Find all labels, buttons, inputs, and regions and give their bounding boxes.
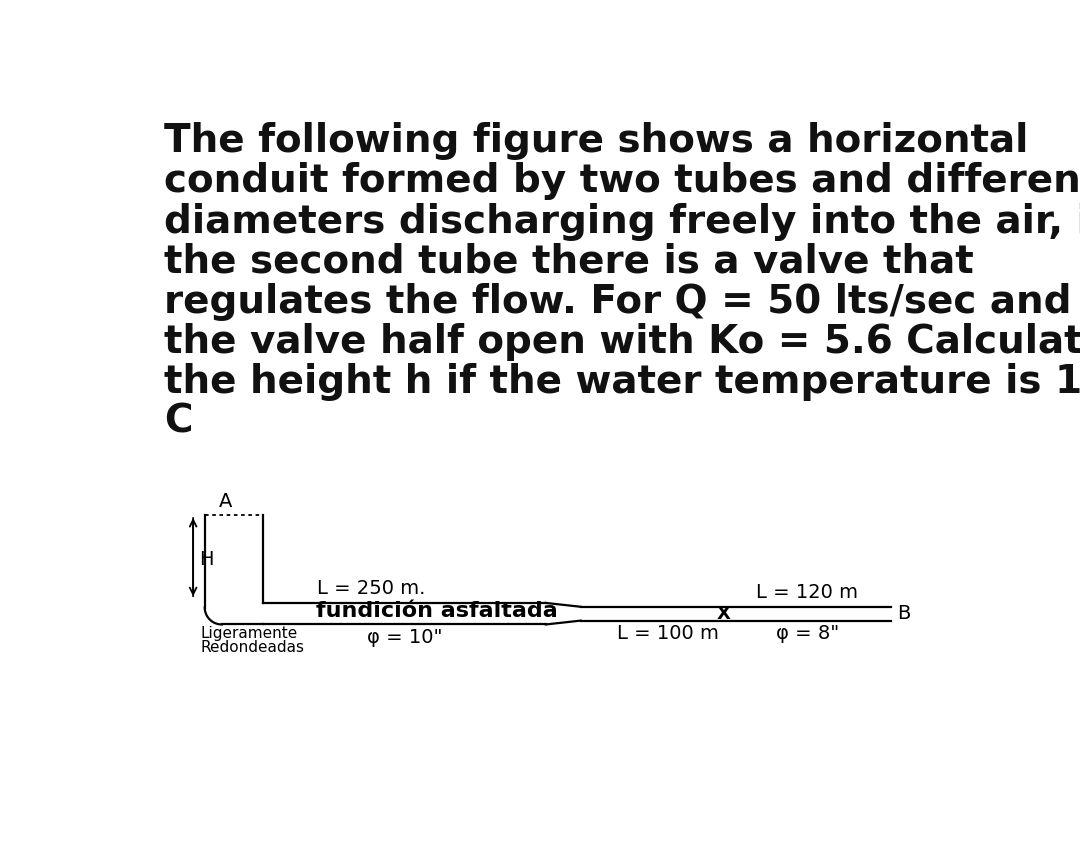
Text: L = 120 m: L = 120 m	[756, 583, 859, 602]
Text: X: X	[717, 605, 731, 623]
Text: Ligeramente: Ligeramente	[201, 626, 298, 641]
Text: regulates the flow. For Q = 50 lts/sec and: regulates the flow. For Q = 50 lts/sec a…	[164, 283, 1072, 321]
Text: A: A	[218, 492, 232, 512]
Text: the second tube there is a valve that: the second tube there is a valve that	[164, 242, 974, 280]
Text: Redondeadas: Redondeadas	[201, 639, 305, 655]
Text: φ = 10": φ = 10"	[366, 628, 442, 647]
Text: diameters discharging freely into the air, in: diameters discharging freely into the ai…	[164, 202, 1080, 241]
Text: fundición asfaltada: fundición asfaltada	[315, 601, 557, 621]
Text: the height h if the water temperature is 15°: the height h if the water temperature is…	[164, 363, 1080, 401]
Text: conduit formed by two tubes and different: conduit formed by two tubes and differen…	[164, 163, 1080, 201]
Text: The following figure shows a horizontal: The following figure shows a horizontal	[164, 123, 1029, 160]
Text: L = 100 m: L = 100 m	[617, 624, 719, 644]
Text: B: B	[896, 604, 910, 623]
Text: C: C	[164, 402, 193, 440]
Text: L = 250 m.: L = 250 m.	[318, 579, 426, 598]
Text: H: H	[200, 550, 214, 568]
Text: the valve half open with Ko = 5.6 Calculate: the valve half open with Ko = 5.6 Calcul…	[164, 323, 1080, 361]
Text: φ = 8": φ = 8"	[775, 624, 839, 644]
